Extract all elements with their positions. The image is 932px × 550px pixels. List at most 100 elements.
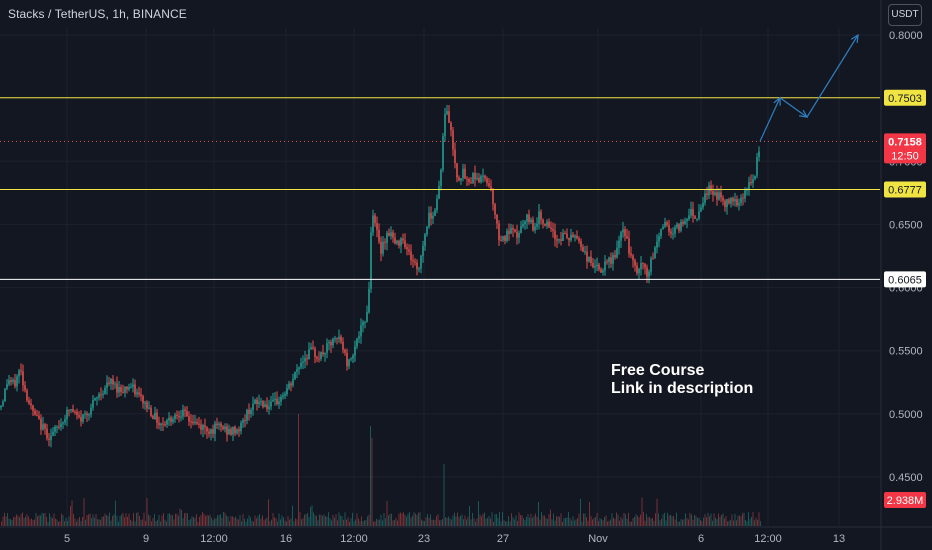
candle-body: [436, 198, 438, 211]
volume-bar: [64, 521, 65, 526]
volume-bar: [500, 521, 502, 526]
candle-body: [342, 341, 344, 350]
volume-bar: [412, 515, 413, 526]
level-label: 0.6065: [888, 274, 922, 286]
volume-bar: [349, 521, 350, 526]
candle-body: [492, 189, 494, 205]
level-label-bg: [884, 181, 926, 198]
volume-bar: [53, 513, 55, 526]
candle-body: [32, 405, 34, 411]
volume-bar: [473, 518, 475, 526]
volume-bar: [245, 521, 247, 526]
candle-body: [432, 215, 434, 219]
candle-body: [512, 227, 514, 230]
volume-bar: [568, 512, 569, 526]
volume-bar: [28, 516, 29, 526]
volume-bar: [470, 519, 472, 526]
candle-body: [426, 226, 428, 235]
volume-bar: [284, 520, 286, 526]
candle-body: [282, 395, 284, 397]
volume-bar: [449, 518, 451, 526]
candle-body: [634, 260, 636, 266]
candle-body: [698, 211, 700, 219]
volume-bar: [653, 520, 655, 526]
candle-body: [210, 429, 212, 434]
candle-body: [434, 210, 436, 216]
volume-bar: [200, 515, 202, 526]
candle-body: [130, 386, 132, 388]
candle-body: [76, 411, 78, 416]
volume-bar: [19, 517, 20, 526]
volume-bar: [739, 515, 740, 526]
volume-bar: [304, 514, 305, 526]
candle-body: [46, 428, 48, 439]
volume-bar: [419, 512, 421, 526]
candle-body: [24, 385, 26, 391]
candle-body: [624, 229, 626, 237]
volume-bar: [194, 517, 196, 526]
candle-body: [626, 236, 628, 239]
candle-body: [504, 236, 506, 242]
volume-bar: [352, 512, 353, 526]
volume-bar: [157, 520, 158, 526]
volume-bar: [515, 515, 517, 526]
candle-body: [10, 380, 12, 382]
candle-body: [288, 383, 290, 389]
candle-body: [36, 415, 38, 417]
volume-bar: [742, 513, 743, 526]
candle-body: [746, 189, 748, 191]
volume-bar: [517, 521, 518, 526]
volume-bar: [430, 514, 431, 526]
candle-body: [276, 398, 278, 405]
volume-bar: [167, 514, 169, 526]
candle-body: [700, 207, 702, 212]
candle-body: [648, 271, 650, 277]
volume-bar: [35, 513, 37, 526]
volume-bar: [460, 515, 461, 526]
volume-bar: [253, 521, 254, 526]
volume-bar: [106, 514, 107, 526]
candle-body: [516, 231, 518, 238]
volume-bar: [292, 505, 293, 526]
candle-body: [132, 384, 134, 387]
volume-bar: [415, 513, 416, 526]
candle-body: [602, 270, 604, 273]
volume-bar: [389, 514, 391, 526]
candle-body: [108, 382, 110, 384]
volume-bar: [682, 519, 683, 526]
volume-bar: [8, 518, 10, 526]
candle-body: [614, 255, 616, 258]
volume-bar: [697, 517, 698, 526]
candle-body: [550, 227, 552, 229]
candle-body: [690, 209, 692, 216]
candle-body: [114, 383, 116, 385]
volume-bar: [68, 516, 70, 526]
volume-bar: [203, 513, 205, 526]
volume-bar: [128, 513, 130, 526]
candle-body: [16, 376, 18, 387]
volume-bar: [160, 521, 161, 526]
volume-bar: [692, 519, 694, 526]
volume-bar: [130, 519, 131, 526]
candle-body: [536, 223, 538, 227]
volume-bar: [437, 514, 439, 526]
candle-body: [200, 424, 202, 430]
volume-bar: [338, 512, 340, 526]
volume-bar: [118, 521, 119, 526]
candle-body: [358, 336, 360, 339]
volume-bar: [109, 512, 110, 526]
currency-button[interactable]: USDT: [888, 4, 922, 26]
candle-body: [496, 214, 498, 224]
candle-body: [440, 169, 442, 186]
volume-bar: [238, 519, 239, 526]
volume-bar: [454, 512, 455, 526]
candle-body: [530, 219, 532, 223]
candle-body: [594, 265, 596, 268]
candle-body: [58, 426, 60, 428]
candle-body: [186, 411, 188, 417]
volume-bar: [584, 513, 586, 526]
candle-body: [666, 222, 668, 226]
candle-body: [66, 409, 68, 420]
volume-bar: [259, 514, 260, 526]
